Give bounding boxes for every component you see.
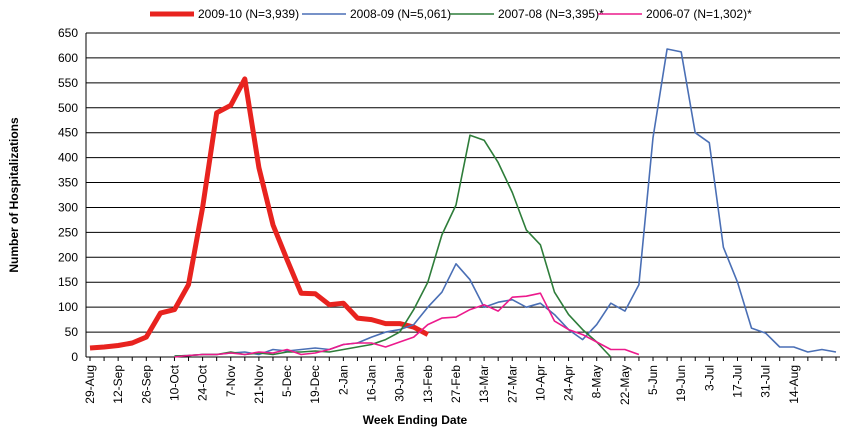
x-tick-label: 5-Jun <box>646 365 660 395</box>
x-tick-label: 21-Nov <box>252 365 266 404</box>
y-tick-label: 250 <box>58 225 78 239</box>
series-line <box>89 76 429 351</box>
y-tick-label: 450 <box>58 126 78 140</box>
y-tick-label: 350 <box>58 176 78 190</box>
x-tick-label: 13-Mar <box>477 365 491 403</box>
x-tick-label: 16-Jan <box>365 365 379 402</box>
x-tick-label: 31-Jul <box>759 365 773 398</box>
x-axis-title: Week Ending Date <box>363 413 468 427</box>
x-tick-label: 27-Feb <box>449 365 463 403</box>
x-tick-label: 29-Aug <box>83 365 97 404</box>
x-tick-label: 17-Jul <box>730 365 744 398</box>
x-tick-label: 7-Nov <box>224 365 238 397</box>
legend-label: 2007-08 (N=3,395)* <box>498 7 604 21</box>
y-axis-title: Number of Hospitalizations <box>7 117 21 273</box>
y-tick-label: 100 <box>58 300 78 314</box>
y-tick-label: 500 <box>58 101 78 115</box>
x-tick-label: 3-Jul <box>702 365 716 391</box>
x-tick-label: 19-Jun <box>674 365 688 402</box>
series-line <box>174 292 640 358</box>
x-tick-label: 14-Aug <box>787 365 801 404</box>
y-tick-label: 200 <box>58 250 78 264</box>
x-tick-label: 10-Oct <box>167 364 181 401</box>
x-tick-label: 24-Oct <box>196 364 210 401</box>
y-tick-label: 400 <box>58 151 78 165</box>
legend-label: 2008-09 (N=5,061) <box>350 7 451 21</box>
y-tick-label: 650 <box>58 26 78 40</box>
y-tick-label: 300 <box>58 200 78 214</box>
x-tick-label: 12-Sep <box>111 365 125 404</box>
legend-label: 2006-07 (N=1,302)* <box>646 7 752 21</box>
x-tick-label: 19-Dec <box>308 365 322 404</box>
x-tick-label: 10-Apr <box>533 365 547 401</box>
x-tick-label: 22-May <box>618 365 632 405</box>
x-tick-label: 8-May <box>590 365 604 398</box>
x-tick-label: 26-Sep <box>139 365 153 404</box>
y-tick-label: 550 <box>58 76 78 90</box>
y-tick-label: 150 <box>58 275 78 289</box>
x-tick-label: 30-Jan <box>393 365 407 402</box>
x-tick-label: 24-Apr <box>562 365 576 401</box>
y-tick-label: 0 <box>71 350 78 364</box>
y-tick-label: 50 <box>65 325 79 339</box>
legend-label: 2009-10 (N=3,939) <box>198 7 299 21</box>
x-tick-label: 27-Mar <box>505 365 519 403</box>
x-tick-label: 13-Feb <box>421 365 435 403</box>
y-tick-label: 600 <box>58 51 78 65</box>
x-tick-label: 5-Dec <box>280 365 294 397</box>
series-line <box>174 48 837 357</box>
x-tick-label: 2-Jan <box>336 365 350 395</box>
